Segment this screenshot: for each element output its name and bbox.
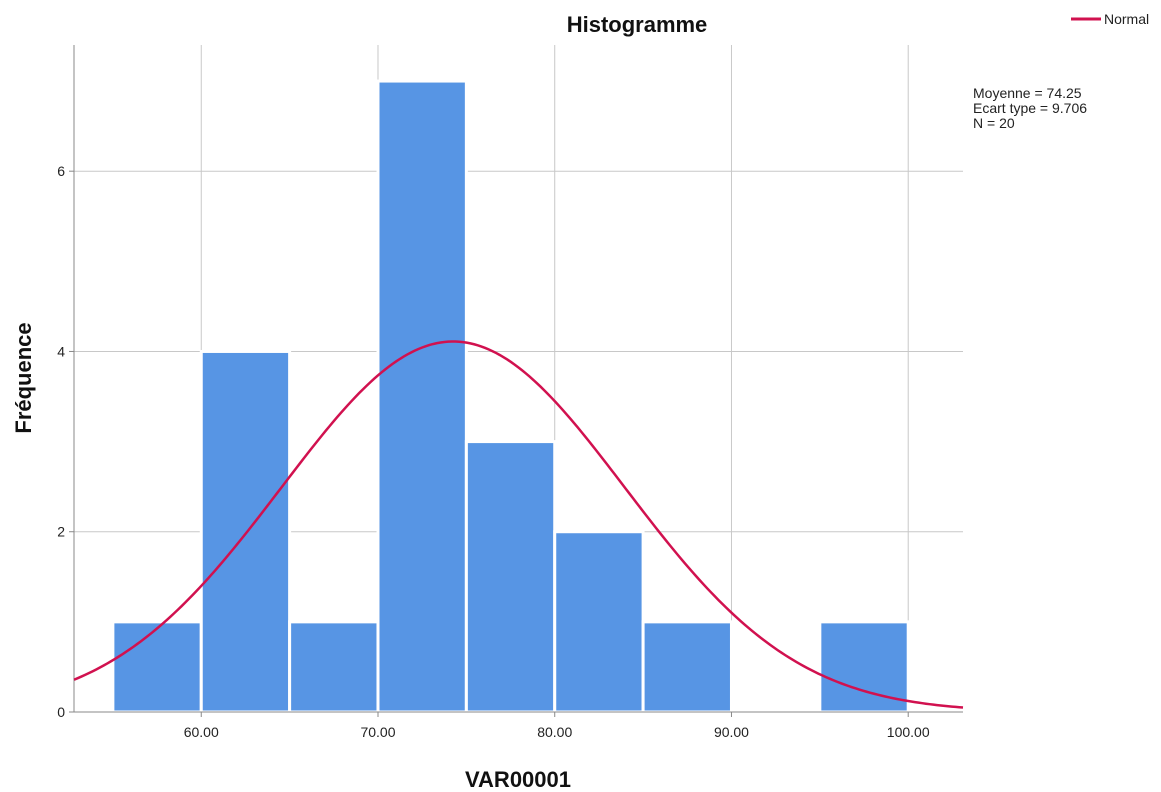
chart-title: Histogramme bbox=[567, 12, 708, 37]
legend-label-normal: Normal bbox=[1104, 11, 1149, 27]
x-tick-label: 80.00 bbox=[537, 724, 572, 740]
x-tick-label: 100.00 bbox=[887, 724, 930, 740]
histogram-bar bbox=[555, 532, 643, 712]
histogram-bar bbox=[290, 622, 378, 712]
histogram-bar bbox=[201, 351, 289, 712]
y-tick-label: 4 bbox=[57, 343, 65, 359]
x-tick-label: 60.00 bbox=[184, 724, 219, 740]
histogram-bar bbox=[378, 81, 466, 712]
x-tick-label: 70.00 bbox=[360, 724, 395, 740]
x-tick-label: 90.00 bbox=[714, 724, 749, 740]
stats-mean: Moyenne = 74.25 bbox=[973, 85, 1082, 101]
histogram-bar bbox=[113, 622, 201, 712]
y-tick-label: 6 bbox=[57, 163, 65, 179]
y-tick-label: 0 bbox=[57, 704, 65, 720]
x-axis-title: VAR00001 bbox=[465, 767, 571, 792]
histogram-bar bbox=[643, 622, 731, 712]
y-tick-label: 2 bbox=[57, 524, 65, 540]
stats-n: N = 20 bbox=[973, 115, 1015, 131]
y-axis-title: Fréquence bbox=[11, 322, 36, 433]
stats-std: Ecart type = 9.706 bbox=[973, 100, 1087, 116]
histogram-bar bbox=[466, 442, 554, 712]
